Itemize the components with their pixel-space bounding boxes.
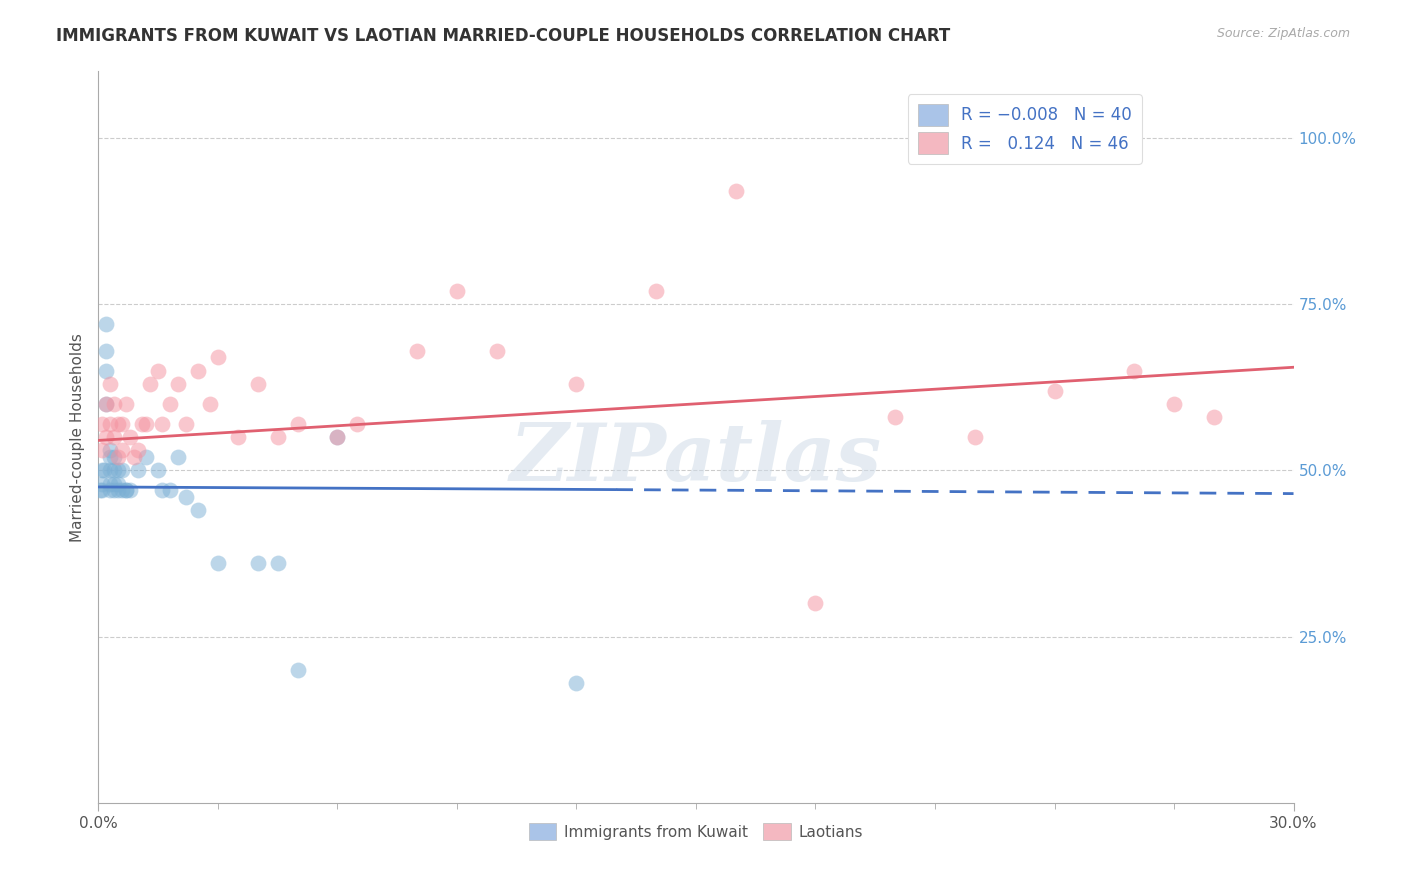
Point — [135, 450, 157, 464]
Point — [167, 376, 190, 391]
Point — [115, 397, 138, 411]
Point — [485, 343, 508, 358]
Point — [91, 417, 114, 431]
Point — [98, 417, 122, 431]
Point — [98, 376, 122, 391]
Point — [93, 463, 115, 477]
Point — [98, 463, 122, 477]
Point — [267, 557, 290, 571]
Point — [148, 363, 170, 377]
Point — [174, 490, 197, 504]
Point — [139, 376, 162, 391]
Point — [91, 443, 114, 458]
Point — [120, 483, 142, 498]
Point — [187, 363, 209, 377]
Point — [1123, 363, 1146, 377]
Point — [884, 410, 907, 425]
Point — [103, 463, 125, 477]
Point — [103, 476, 125, 491]
Point — [127, 463, 149, 477]
Point — [131, 417, 153, 431]
Point — [150, 483, 173, 498]
Point — [226, 430, 249, 444]
Point — [107, 417, 129, 431]
Point — [127, 443, 149, 458]
Point — [91, 463, 114, 477]
Point — [207, 351, 229, 365]
Point — [111, 463, 134, 477]
Point — [124, 450, 146, 464]
Point — [724, 184, 747, 198]
Point — [120, 430, 142, 444]
Point — [267, 430, 290, 444]
Point — [346, 417, 368, 431]
Point — [159, 397, 181, 411]
Point — [107, 463, 129, 477]
Point — [98, 476, 122, 491]
Point — [96, 397, 118, 411]
Point — [111, 443, 134, 458]
Point — [107, 483, 129, 498]
Point — [246, 557, 269, 571]
Point — [287, 663, 309, 677]
Point — [167, 450, 190, 464]
Point — [103, 397, 125, 411]
Point — [1202, 410, 1225, 425]
Point — [406, 343, 429, 358]
Point — [98, 483, 122, 498]
Point — [103, 430, 125, 444]
Point — [326, 430, 349, 444]
Point — [96, 363, 118, 377]
Text: IMMIGRANTS FROM KUWAIT VS LAOTIAN MARRIED-COUPLE HOUSEHOLDS CORRELATION CHART: IMMIGRANTS FROM KUWAIT VS LAOTIAN MARRIE… — [56, 27, 950, 45]
Point — [103, 450, 125, 464]
Point — [96, 430, 118, 444]
Point — [446, 284, 468, 298]
Point — [174, 417, 197, 431]
Point — [103, 483, 125, 498]
Point — [96, 343, 118, 358]
Point — [246, 376, 269, 391]
Point — [111, 483, 134, 498]
Point — [326, 430, 349, 444]
Point — [135, 417, 157, 431]
Point — [96, 317, 118, 331]
Point — [89, 483, 111, 498]
Point — [1163, 397, 1185, 411]
Text: Source: ZipAtlas.com: Source: ZipAtlas.com — [1216, 27, 1350, 40]
Point — [565, 676, 588, 690]
Point — [148, 463, 170, 477]
Point — [115, 483, 138, 498]
Point — [98, 450, 122, 464]
Point — [98, 443, 122, 458]
Text: ZIPatlas: ZIPatlas — [510, 420, 882, 498]
Point — [150, 417, 173, 431]
Point — [107, 450, 129, 464]
Point — [804, 596, 827, 610]
Point — [91, 476, 114, 491]
Point — [198, 397, 221, 411]
Point — [565, 376, 588, 391]
Point — [645, 284, 668, 298]
Point — [963, 430, 986, 444]
Point — [187, 503, 209, 517]
Point — [207, 557, 229, 571]
Point — [91, 483, 114, 498]
Point — [96, 397, 118, 411]
Point — [1043, 384, 1066, 398]
Point — [159, 483, 181, 498]
Point — [287, 417, 309, 431]
Point — [115, 483, 138, 498]
Point — [111, 417, 134, 431]
Point — [107, 476, 129, 491]
Legend: Immigrants from Kuwait, Laotians: Immigrants from Kuwait, Laotians — [523, 816, 869, 847]
Y-axis label: Married-couple Households: Married-couple Households — [69, 333, 84, 541]
